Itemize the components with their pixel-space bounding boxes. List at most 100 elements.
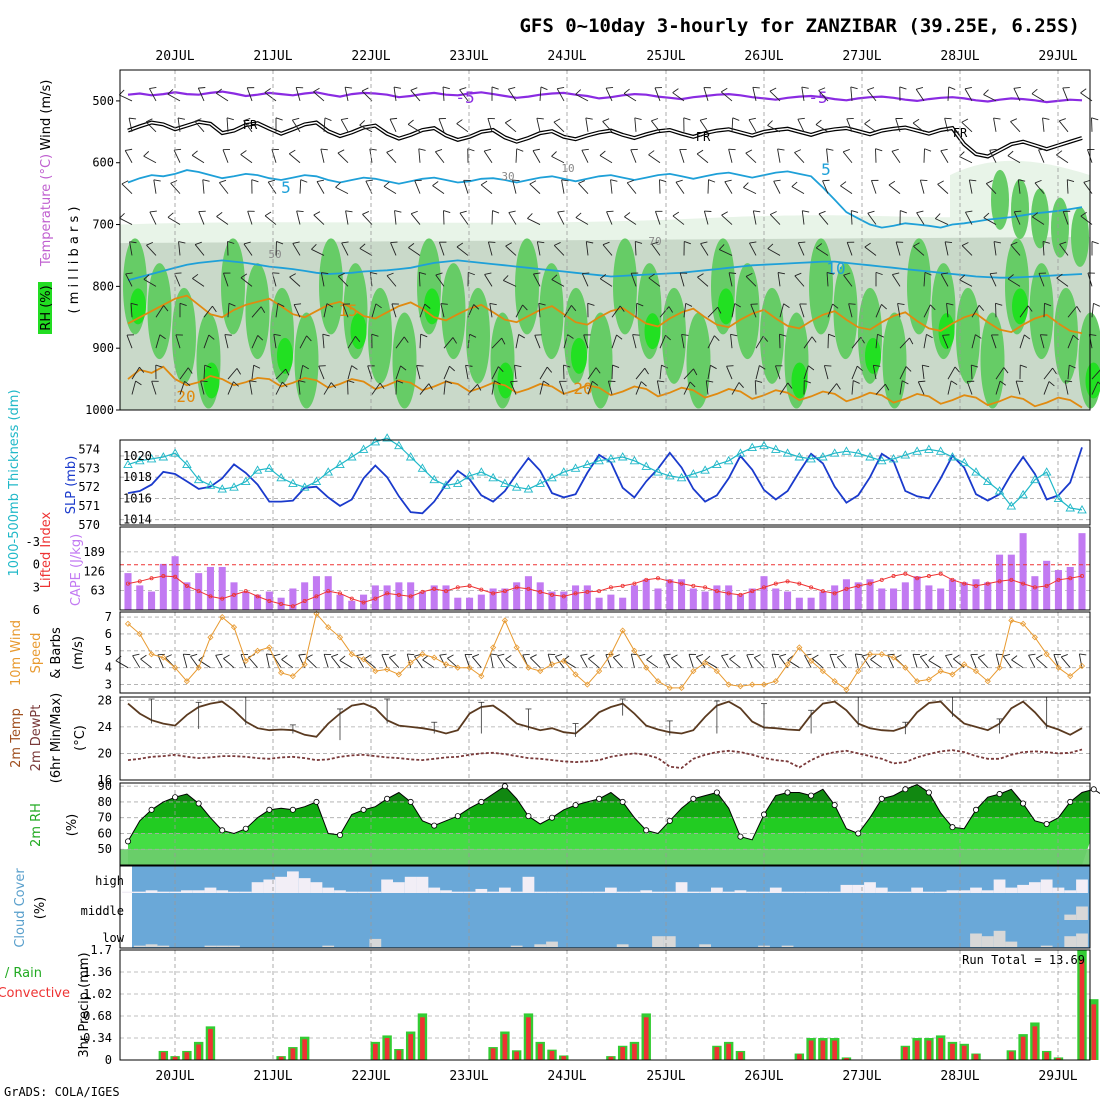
wind-barb-flag: [546, 366, 553, 373]
wind-speed-point: [360, 656, 367, 663]
thickness-point: [535, 478, 545, 487]
precip-conv-bar: [738, 1052, 743, 1060]
wind-tick-label: 6: [105, 627, 112, 641]
wind-barb-flag: [945, 653, 953, 657]
wind-barb: [731, 303, 736, 318]
cloud-bar-high: [510, 891, 523, 893]
wind-barb: [216, 216, 229, 225]
wind-barb-flag: [745, 272, 753, 277]
wind-barb: [675, 181, 685, 194]
wind-barb-flag: [355, 336, 361, 343]
wind-barb-flag: [522, 304, 528, 311]
wind-barb-flag: [508, 87, 516, 90]
wind-barb: [340, 119, 349, 133]
wind-barb: [174, 273, 181, 287]
wind-barb: [190, 656, 200, 668]
precip-conv-bar: [726, 1043, 732, 1060]
wind-barb-flag: [575, 212, 582, 218]
rh-point: [266, 806, 273, 813]
wind-barb: [846, 242, 853, 256]
wind-barb-flag: [1038, 148, 1046, 151]
wind-barb: [599, 155, 613, 164]
wind-barb: [1043, 381, 1050, 395]
wind-barb-flag: [410, 87, 418, 91]
wind-speed-point: [855, 667, 862, 675]
cape-bar: [466, 597, 474, 610]
rh-cell: [833, 263, 858, 360]
wind-barb-flag: [167, 212, 174, 218]
cloud-bar-high: [404, 876, 417, 893]
cloud-bar-high: [428, 887, 441, 893]
cloud-bar-high: [652, 891, 664, 893]
wind-barb-flag: [891, 148, 899, 152]
cloud-layer-label: middle: [81, 904, 124, 918]
rh-point: [713, 789, 720, 796]
rh-axis-label: RH (%): [39, 285, 54, 330]
precip-conv-bar: [832, 1040, 838, 1060]
cape-axis-label: CAPE (J/kg): [69, 534, 84, 606]
wind-barb: [359, 124, 373, 133]
rh-cell-core: [203, 362, 220, 399]
li-point: [514, 585, 519, 590]
thickness-point: [559, 467, 569, 476]
wind-barb-flag: [1056, 150, 1063, 156]
wind-barb: [688, 654, 694, 668]
precip-conv-bar: [561, 1056, 567, 1060]
wind-barb-flag: [224, 334, 232, 336]
cape-tick-label: 189: [83, 545, 105, 559]
cloud-bar-high: [1029, 882, 1041, 893]
wind-barb: [659, 306, 670, 318]
cape-bar: [1019, 533, 1027, 610]
wind-barb: [219, 182, 229, 194]
wind-barb-flag: [661, 364, 669, 369]
wind-barb-flag: [704, 655, 711, 662]
wind-barb: [226, 117, 229, 132]
wind-barb: [203, 334, 210, 349]
cape-bar: [748, 588, 756, 610]
precip-conv-bar: [172, 1056, 178, 1060]
wind-barb-flag: [194, 118, 202, 122]
slp-frame: [119, 439, 1091, 526]
wind-speed-point: [136, 630, 143, 638]
cloud-bar-high: [546, 891, 558, 893]
wind-barb-flag: [640, 381, 647, 387]
wind-barb: [970, 654, 977, 668]
wind-barb: [729, 658, 741, 669]
cloud-bar-high: [334, 890, 346, 893]
wind-barb: [251, 335, 259, 349]
wind-barb: [913, 245, 925, 256]
wind-barb-flag: [338, 272, 345, 277]
cape-bar: [654, 588, 662, 610]
wind-barb-flag: [843, 272, 851, 276]
wind-barb-flag: [480, 180, 488, 186]
wind-barb-flag: [505, 118, 512, 124]
wind-barb: [386, 152, 397, 164]
wind-barb: [940, 273, 949, 287]
wind-barb: [648, 277, 661, 287]
wind-barb-flag: [585, 117, 593, 120]
wind-speed-point: [219, 613, 226, 621]
wind-barb: [203, 305, 213, 318]
wind-barb-flag: [996, 653, 1004, 656]
wind-barb: [345, 210, 349, 225]
thickness-point: [1030, 474, 1040, 484]
wind-barb-flag: [400, 365, 407, 371]
wind-barb: [1035, 657, 1047, 669]
wind-barb: [197, 87, 205, 102]
wind-barb-flag: [275, 117, 283, 121]
wind-label-line1: 10m Wind: [9, 620, 24, 686]
wind-barb-flag: [449, 365, 455, 372]
wind-barb-flag: [581, 148, 589, 151]
wind-speed-point: [584, 681, 591, 688]
rh-point: [996, 791, 1003, 798]
wind-barb: [419, 303, 426, 318]
wind-barb: [484, 274, 493, 287]
wind-barb: [395, 336, 405, 349]
li-point: [820, 589, 825, 594]
wind-barb: [818, 90, 829, 102]
li-point: [126, 581, 131, 586]
wind-barb-flag: [422, 655, 429, 661]
wind-speed-point: [808, 657, 815, 665]
cape-bar: [1031, 576, 1039, 610]
